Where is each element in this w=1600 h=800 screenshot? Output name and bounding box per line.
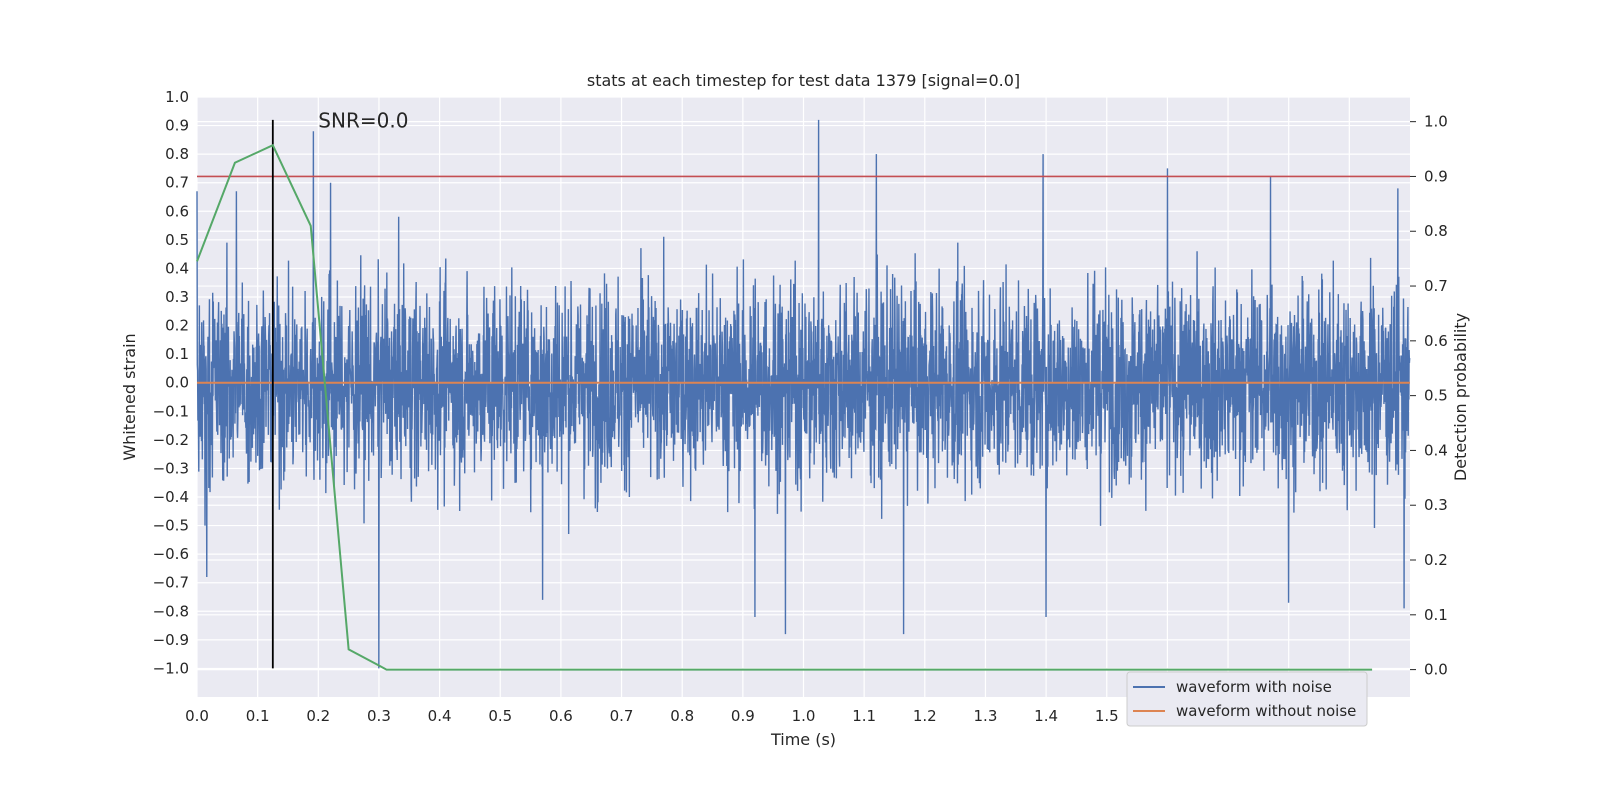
y2-axis-label: Detection probability [1451, 313, 1470, 481]
y-tick-label: 0.3 [165, 288, 189, 306]
y-tick-label: 0.9 [165, 117, 189, 135]
y-axis-label: Whitened strain [120, 333, 139, 460]
chart-title: stats at each timestep for test data 137… [587, 71, 1020, 90]
x-tick-label: 1.4 [1034, 707, 1058, 725]
y2-tick-label: 0.3 [1424, 496, 1448, 514]
x-axis-label: Time (s) [770, 730, 836, 749]
y-tick-label: −0.7 [153, 574, 189, 592]
y2-tick-label: 0.2 [1424, 551, 1448, 569]
y2-tick-label: 0.1 [1424, 606, 1448, 624]
y2-tick-label: 0.4 [1424, 441, 1448, 459]
x-tick-label: 0.5 [488, 707, 512, 725]
x-tick-label: 0.4 [428, 707, 452, 725]
x-tick-label: 0.3 [367, 707, 391, 725]
x-tick-label: 1.0 [792, 707, 816, 725]
x-tick-label: 0.8 [670, 707, 694, 725]
y-tick-label: −0.2 [153, 431, 189, 449]
snr-annotation: SNR=0.0 [318, 109, 408, 133]
legend-box [1126, 671, 1368, 727]
tick-layer: 0.0 0.1 0.2 0.3 0.4 0.5 0.6 0.7 0.8 0.9 1.0 1.1 1.2 1… [153, 88, 1448, 725]
y-tick-label: 0.8 [165, 145, 189, 163]
y-tick-label: −0.5 [153, 517, 189, 535]
y2-tick-label: 0.5 [1424, 387, 1448, 405]
x-tick-label: 0.2 [306, 707, 330, 725]
y2-tick-label: 1.0 [1424, 113, 1448, 131]
y-tick-label: 0.6 [165, 202, 189, 220]
y-tick-label: −0.8 [153, 602, 189, 620]
x-tick-label: 0.0 [185, 707, 209, 725]
y2-tick-label: 0.8 [1424, 222, 1448, 240]
y-tick-label: −0.9 [153, 631, 189, 649]
legend-label-clean: waveform without noise [1176, 702, 1356, 720]
x-tick-label: 0.7 [610, 707, 634, 725]
y2-tick-label: 0.9 [1424, 167, 1448, 185]
y-tick-label: 0.1 [165, 345, 189, 363]
x-tick-label: 0.1 [246, 707, 270, 725]
y2-tick-label: 0.0 [1424, 661, 1448, 679]
y-tick-label: 1.0 [165, 88, 189, 106]
y-tick-label: 0.0 [165, 374, 189, 392]
y-tick-label: 0.5 [165, 231, 189, 249]
x-tick-label: 0.9 [731, 707, 755, 725]
y-tick-label: 0.4 [165, 259, 189, 277]
series-layer [196, 119, 1411, 671]
y-tick-label: −0.6 [153, 545, 189, 563]
series-detection-probability [196, 143, 1373, 671]
y-tick-label: −0.4 [153, 488, 189, 506]
y-tick-label: −0.3 [153, 459, 189, 477]
x-tick-label: 0.6 [549, 707, 573, 725]
y-tick-label: 0.2 [165, 317, 189, 335]
x-tick-label: 1.1 [852, 707, 876, 725]
y2-tick-label: 0.7 [1424, 277, 1448, 295]
x-tick-label: 1.3 [974, 707, 998, 725]
y-tick-label: −1.0 [153, 659, 189, 677]
y-tick-label: −0.1 [153, 402, 189, 420]
legend-label-noise: waveform with noise [1176, 678, 1332, 696]
y-tick-label: 0.7 [165, 174, 189, 192]
y2-tick-label: 0.6 [1424, 332, 1448, 350]
x-tick-label: 1.2 [913, 707, 937, 725]
x-tick-label: 1.5 [1095, 707, 1119, 725]
series-waveform-with-noise [196, 119, 1411, 669]
legend: waveform with noise waveform without noi… [1126, 671, 1368, 727]
